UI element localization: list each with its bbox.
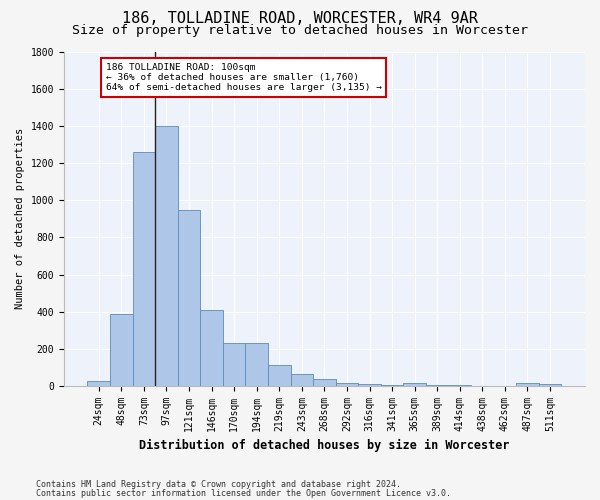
Bar [358,384,381,386]
X-axis label: Distribution of detached houses by size in Worcester: Distribution of detached houses by size … [139,440,509,452]
Y-axis label: Number of detached properties: Number of detached properties [15,128,25,310]
Bar [448,385,471,386]
Text: 186, TOLLADINE ROAD, WORCESTER, WR4 9AR: 186, TOLLADINE ROAD, WORCESTER, WR4 9AR [122,11,478,26]
Bar [133,152,155,386]
Bar [539,384,562,386]
Text: Contains public sector information licensed under the Open Government Licence v3: Contains public sector information licen… [36,488,451,498]
Bar [223,344,245,386]
Bar [268,364,290,386]
Bar [155,126,178,386]
Bar [110,314,133,386]
Bar [426,385,448,386]
Bar [290,374,313,386]
Bar [200,310,223,386]
Bar [88,382,110,386]
Text: Contains HM Land Registry data © Crown copyright and database right 2024.: Contains HM Land Registry data © Crown c… [36,480,401,489]
Text: Size of property relative to detached houses in Worcester: Size of property relative to detached ho… [72,24,528,37]
Bar [335,384,358,386]
Text: 186 TOLLADINE ROAD: 100sqm
← 36% of detached houses are smaller (1,760)
64% of s: 186 TOLLADINE ROAD: 100sqm ← 36% of deta… [106,62,382,92]
Bar [178,210,200,386]
Bar [313,378,335,386]
Bar [516,384,539,386]
Bar [381,385,403,386]
Bar [245,344,268,386]
Bar [403,383,426,386]
